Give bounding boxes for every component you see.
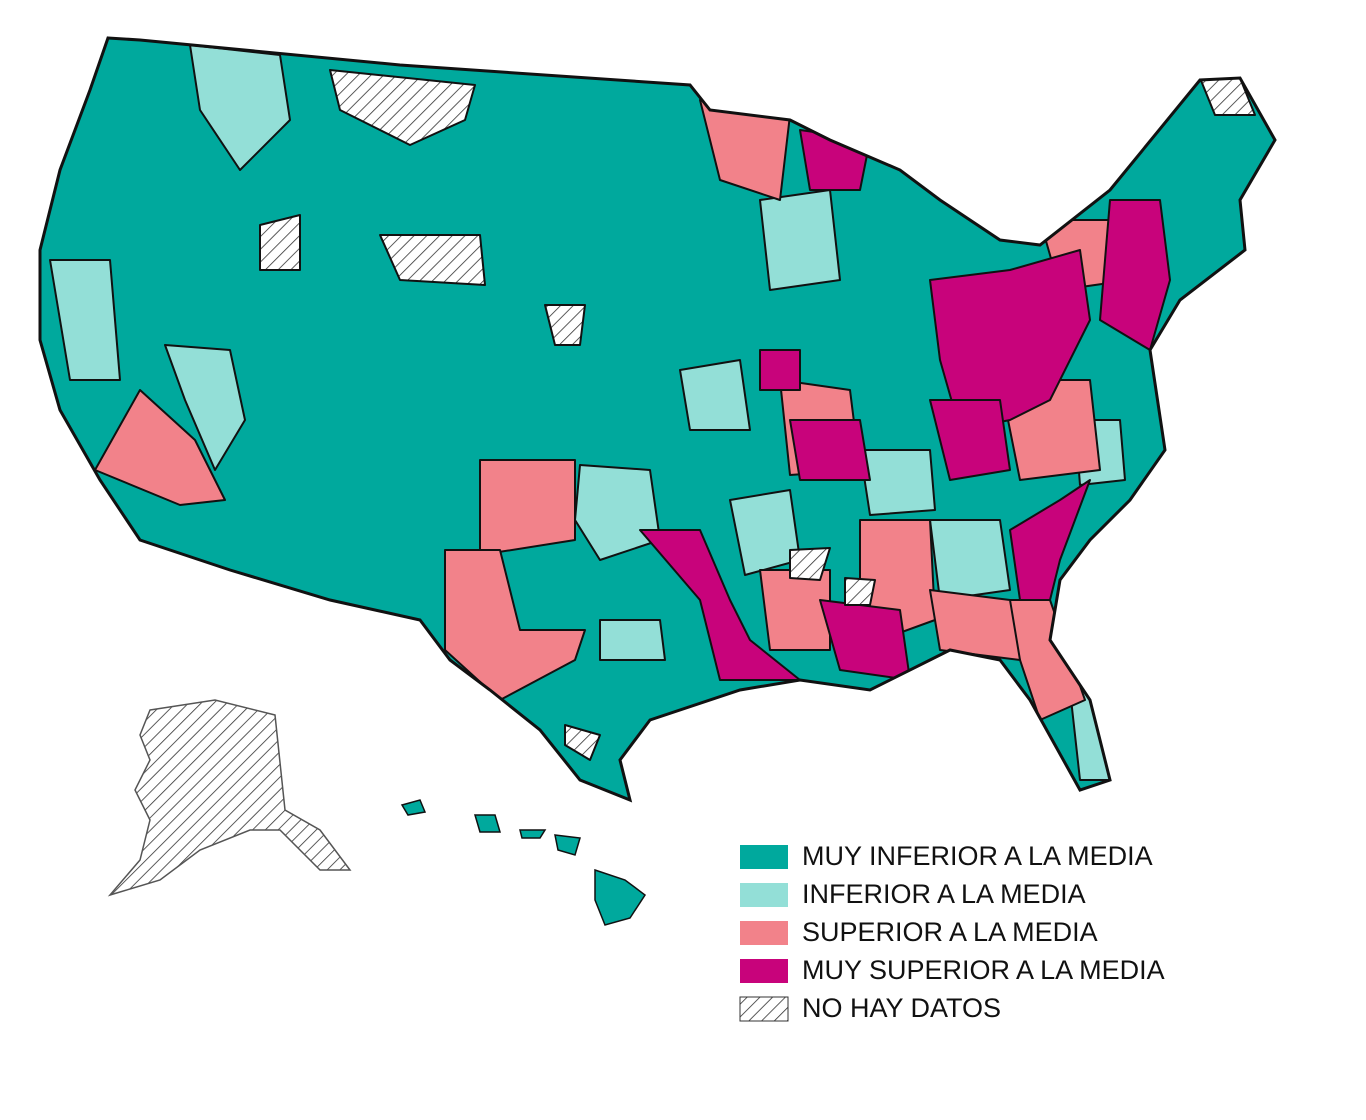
legend-label: MUY INFERIOR A LA MEDIA [802, 841, 1153, 871]
legend-label: SUPERIOR A LA MEDIA [802, 917, 1098, 947]
legend-label: MUY SUPERIOR A LA MEDIA [802, 955, 1165, 985]
legend-label: NO HAY DATOS [802, 993, 1001, 1023]
contiguous-us [38, 36, 1277, 802]
legend-label: INFERIOR A LA MEDIA [802, 879, 1086, 909]
legend-swatch [740, 883, 788, 907]
legend-swatch [740, 921, 788, 945]
legend-swatch [740, 959, 788, 983]
legend-swatch [739, 996, 789, 1022]
legend-swatch [740, 845, 788, 869]
legend: MUY INFERIOR A LA MEDIA INFERIOR A LA MED… [739, 841, 1165, 1023]
alaska [107, 699, 352, 897]
hawaii [400, 799, 647, 926]
